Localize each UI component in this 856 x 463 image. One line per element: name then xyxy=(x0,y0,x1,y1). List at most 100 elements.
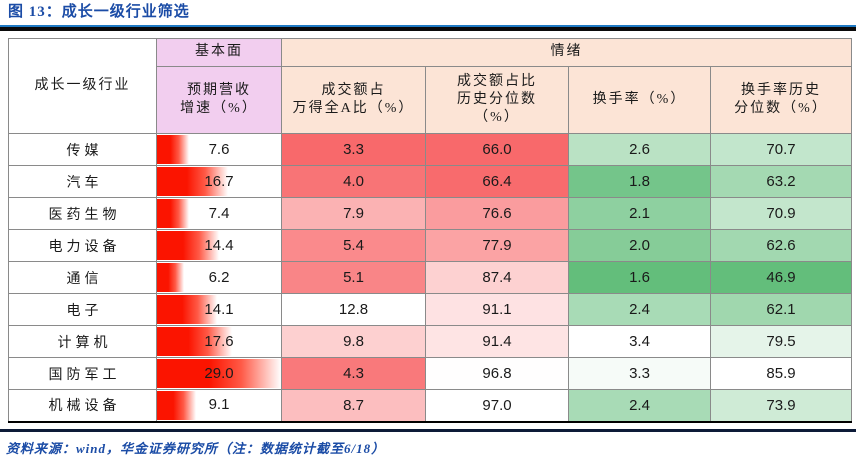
industry-name: 医药生物 xyxy=(8,197,157,230)
revenue-growth-databar xyxy=(157,135,190,164)
revenue-growth-databar xyxy=(157,263,184,292)
revenue-growth-databar xyxy=(157,391,196,420)
table-body: 传媒 7.6 3.3 66.0 2.6 70.7 汽车 16.7 4.0 66.4 1.8 63.2 医… xyxy=(8,133,852,423)
turnover-rate-cell: 2.4 xyxy=(568,293,711,326)
turnover-share-cell: 8.7 xyxy=(281,389,426,423)
turnover-share-cell: 5.1 xyxy=(281,261,426,294)
table-row: 传媒 7.6 3.3 66.0 2.6 70.7 xyxy=(8,133,852,166)
turnover-share-cell: 4.0 xyxy=(281,165,426,198)
industry-screening-table: 成长一级行业 基本面 情绪 预期营收 增速（%） 成交额占 万得全A比（%） 成… xyxy=(8,38,852,423)
turnover-share-cell: 5.4 xyxy=(281,229,426,262)
group-header-row: 成长一级行业 基本面 情绪 xyxy=(8,38,852,134)
table-row: 机械设备 9.1 8.7 97.0 2.4 73.9 xyxy=(8,389,852,423)
revenue-growth-value: 7.6 xyxy=(208,140,230,158)
revenue-growth-value: 16.7 xyxy=(204,172,234,190)
column-header-turnover-share: 成交额占 万得全A比（%） xyxy=(281,66,426,134)
revenue-growth-value: 7.4 xyxy=(208,204,230,222)
industry-name: 机械设备 xyxy=(8,389,157,423)
turnover-share-cell: 4.3 xyxy=(281,357,426,390)
turnover-share-cell: 12.8 xyxy=(281,293,426,326)
revenue-growth-cell: 16.7 xyxy=(156,165,282,198)
turnover-share-cell: 7.9 xyxy=(281,197,426,230)
turnover-share-percentile-cell: 91.1 xyxy=(425,293,569,326)
industry-name: 汽车 xyxy=(8,165,157,198)
turnover-share-percentile-cell: 97.0 xyxy=(425,389,569,423)
turnover-share-percentile-cell: 87.4 xyxy=(425,261,569,294)
group-header-sentiment: 情绪 xyxy=(281,38,852,67)
turnover-rate-percentile-cell: 73.9 xyxy=(710,389,852,423)
table-row: 医药生物 7.4 7.9 76.6 2.1 70.9 xyxy=(8,197,852,230)
turnover-share-percentile-cell: 96.8 xyxy=(425,357,569,390)
revenue-growth-databar xyxy=(157,327,233,356)
table-row: 汽车 16.7 4.0 66.4 1.8 63.2 xyxy=(8,165,852,198)
turnover-rate-cell: 2.4 xyxy=(568,389,711,423)
corner-header: 成长一级行业 xyxy=(8,38,157,134)
revenue-growth-databar xyxy=(157,199,189,228)
revenue-growth-cell: 7.6 xyxy=(156,133,282,166)
turnover-rate-percentile-cell: 70.9 xyxy=(710,197,852,230)
industry-name: 计算机 xyxy=(8,325,157,358)
revenue-growth-value: 29.0 xyxy=(204,364,234,382)
figure-title: 图 13：成长一级行业筛选 xyxy=(8,4,190,20)
column-header-turnover-share-percentile: 成交额占比 历史分位数 （%） xyxy=(425,66,569,134)
revenue-growth-databar xyxy=(157,167,229,196)
table-row: 通信 6.2 5.1 87.4 1.6 46.9 xyxy=(8,261,852,294)
turnover-rate-cell: 1.6 xyxy=(568,261,711,294)
industry-name: 国防军工 xyxy=(8,357,157,390)
turnover-rate-cell: 2.6 xyxy=(568,133,711,166)
revenue-growth-cell: 14.1 xyxy=(156,293,282,326)
turnover-rate-percentile-cell: 62.6 xyxy=(710,229,852,262)
revenue-growth-cell: 6.2 xyxy=(156,261,282,294)
turnover-share-cell: 9.8 xyxy=(281,325,426,358)
turnover-share-percentile-cell: 66.4 xyxy=(425,165,569,198)
turnover-share-cell: 3.3 xyxy=(281,133,426,166)
column-header-turnover-rate-percentile: 换手率历史 分位数（%） xyxy=(710,66,852,134)
turnover-rate-cell: 2.0 xyxy=(568,229,711,262)
footer-rule xyxy=(0,428,856,432)
revenue-growth-databar xyxy=(157,295,218,324)
revenue-growth-cell: 14.4 xyxy=(156,229,282,262)
turnover-rate-percentile-cell: 85.9 xyxy=(710,357,852,390)
turnover-rate-percentile-cell: 62.1 xyxy=(710,293,852,326)
column-header-turnover-rate: 换手率（%） xyxy=(568,66,711,134)
table-row: 计算机 17.6 9.8 91.4 3.4 79.5 xyxy=(8,325,852,358)
industry-name: 传媒 xyxy=(8,133,157,166)
revenue-growth-cell: 17.6 xyxy=(156,325,282,358)
table-header: 成长一级行业 基本面 情绪 预期营收 增速（%） 成交额占 万得全A比（%） 成… xyxy=(8,38,852,134)
turnover-rate-cell: 3.3 xyxy=(568,357,711,390)
revenue-growth-value: 9.1 xyxy=(208,396,230,414)
table-row: 电子 14.1 12.8 91.1 2.4 62.1 xyxy=(8,293,852,326)
turnover-rate-percentile-cell: 63.2 xyxy=(710,165,852,198)
title-rule-blue xyxy=(0,25,856,27)
turnover-share-percentile-cell: 77.9 xyxy=(425,229,569,262)
turnover-rate-percentile-cell: 70.7 xyxy=(710,133,852,166)
revenue-growth-databar xyxy=(157,359,281,388)
revenue-growth-databar xyxy=(157,231,219,260)
revenue-growth-value: 14.1 xyxy=(204,300,234,318)
turnover-share-percentile-cell: 91.4 xyxy=(425,325,569,358)
turnover-rate-cell: 2.1 xyxy=(568,197,711,230)
table-row: 国防军工 29.0 4.3 96.8 3.3 85.9 xyxy=(8,357,852,390)
revenue-growth-value: 17.6 xyxy=(204,332,234,350)
turnover-rate-cell: 1.8 xyxy=(568,165,711,198)
revenue-growth-cell: 9.1 xyxy=(156,389,282,423)
source-note: 资料来源：wind，华金证券研究所（注：数据统计截至6/18） xyxy=(6,440,386,456)
revenue-growth-cell: 29.0 xyxy=(156,357,282,390)
title-rule-black xyxy=(0,27,856,31)
column-header-revenue-growth: 预期营收 增速（%） xyxy=(156,66,282,134)
turnover-share-percentile-cell: 66.0 xyxy=(425,133,569,166)
turnover-rate-percentile-cell: 46.9 xyxy=(710,261,852,294)
turnover-share-percentile-cell: 76.6 xyxy=(425,197,569,230)
turnover-rate-percentile-cell: 79.5 xyxy=(710,325,852,358)
industry-name: 通信 xyxy=(8,261,157,294)
revenue-growth-value: 14.4 xyxy=(204,236,234,254)
industry-name: 电子 xyxy=(8,293,157,326)
industry-name: 电力设备 xyxy=(8,229,157,262)
revenue-growth-value: 6.2 xyxy=(208,268,230,286)
column-header-row: 预期营收 增速（%） 成交额占 万得全A比（%） 成交额占比 历史分位数 （%）… xyxy=(9,66,852,134)
revenue-growth-cell: 7.4 xyxy=(156,197,282,230)
table-row: 电力设备 14.4 5.4 77.9 2.0 62.6 xyxy=(8,229,852,262)
turnover-rate-cell: 3.4 xyxy=(568,325,711,358)
group-header-fundamentals: 基本面 xyxy=(156,38,282,67)
